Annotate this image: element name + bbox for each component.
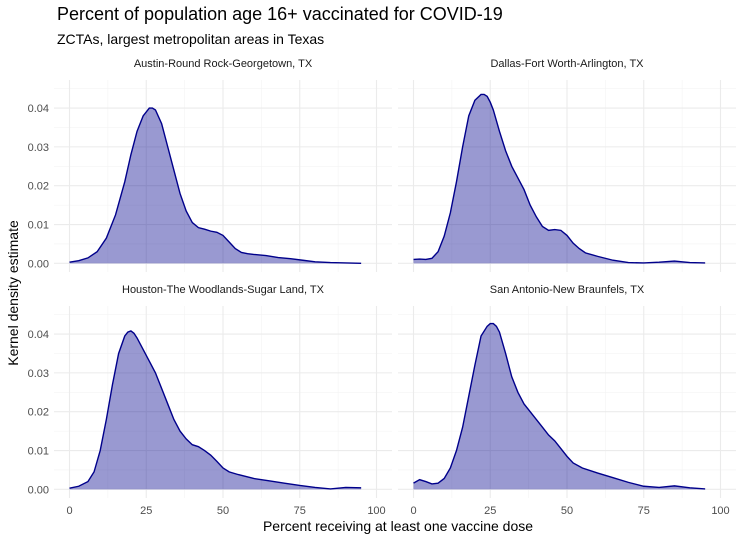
x-axis-title: Percent receiving at least one vaccine d… [263, 518, 533, 534]
chart-title: Percent of population age 16+ vaccinated… [57, 4, 503, 24]
facet-label: Austin-Round Rock-Georgetown, TX [134, 58, 313, 70]
facet-panel: San Antonio-New Braunfels, TX 0 25 50 75 100 [398, 284, 736, 517]
y-tick-label: 0.02 [28, 181, 49, 193]
density-line [69, 107, 362, 265]
x-tick-label: 0 [410, 505, 416, 517]
facet-label: Dallas-Fort Worth-Arlington, TX [490, 58, 644, 70]
x-tick-label: 25 [484, 505, 496, 517]
y-tick-label: 0.02 [28, 407, 49, 419]
x-tick-label: 0 [66, 505, 72, 517]
y-tick-label: 0.04 [28, 103, 49, 115]
y-tick-label: 0.04 [28, 329, 49, 341]
y-tick-label: 0.03 [28, 368, 49, 380]
x-tick-label: 75 [294, 505, 306, 517]
facet-label: Houston-The Woodlands-Sugar Land, TX [122, 284, 325, 296]
facet-panel: Dallas-Fort Worth-Arlington, TX [398, 58, 736, 272]
x-tick-label: 100 [367, 505, 385, 517]
facet-label: San Antonio-New Braunfels, TX [490, 284, 645, 296]
density-area [69, 108, 362, 264]
y-tick-label: 0.01 [28, 446, 49, 458]
y-tick-label: 0.03 [28, 142, 49, 154]
y-tick-label: 0.01 [28, 220, 49, 232]
y-axis-title: Kernel density estimate [5, 220, 21, 366]
density-area [413, 323, 706, 490]
x-tick-label: 50 [561, 505, 573, 517]
density-area [69, 330, 362, 490]
x-tick-label: 25 [140, 505, 152, 517]
density-line [413, 322, 706, 490]
y-tick-label: 0.00 [28, 484, 49, 496]
facet-panel: Austin-Round Rock-Georgetown, TX 0.00 0.01… [28, 58, 392, 272]
y-tick-label: 0.00 [28, 258, 49, 270]
density-area [413, 94, 706, 264]
density-line [413, 93, 706, 264]
x-tick-label: 100 [711, 505, 729, 517]
x-tick-label: 50 [217, 505, 229, 517]
chart-subtitle: ZCTAs, largest metropolitan areas in Tex… [57, 31, 325, 47]
density-line [69, 330, 362, 490]
x-tick-label: 75 [638, 505, 650, 517]
facet-panel: Houston-The Woodlands-Sugar Land, TX 0.00… [28, 284, 392, 517]
